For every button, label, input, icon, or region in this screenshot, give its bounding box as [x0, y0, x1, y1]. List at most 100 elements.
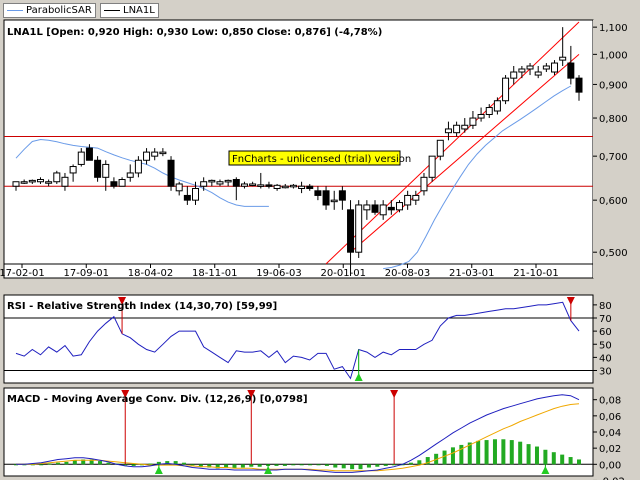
macd-histogram-bar — [509, 440, 514, 465]
candle-body — [379, 204, 387, 216]
rsi-panel — [3, 294, 594, 384]
price-xtick-label: 20-08-03 — [385, 268, 430, 279]
price-xtick-label: 21-10-01 — [513, 268, 558, 279]
price-xtick-label: 20-01-01 — [321, 268, 366, 279]
macd-histogram-bar — [459, 444, 464, 465]
macd-histogram-bar — [148, 463, 153, 465]
price-xtick-label: 17-02-01 — [0, 268, 45, 279]
rsi-layer: 80 70 60 50 40 30 — [4, 297, 612, 381]
candle-body — [224, 179, 232, 183]
legend-swatch — [7, 10, 23, 11]
macd-histogram-bar — [425, 457, 430, 465]
candle-body — [526, 65, 534, 70]
macd-chart-title: MACD - Moving Average Conv. Div. (12,26,… — [7, 394, 308, 405]
macd-histogram-bar — [165, 461, 170, 465]
macd-histogram-bar — [392, 464, 397, 466]
macd-histogram-bar — [308, 464, 313, 466]
macd-ytick-label: -0,02 — [599, 476, 625, 480]
candle-body — [151, 151, 159, 157]
candle-body — [314, 190, 322, 196]
legend-label: LNA1L — [123, 5, 155, 16]
candle-body — [469, 117, 477, 126]
macd-histogram-bar — [350, 464, 355, 470]
macd-histogram-bar — [282, 464, 287, 466]
candle-body — [371, 204, 379, 213]
macd-histogram-bar — [274, 464, 279, 466]
macd-histogram-bar — [140, 464, 145, 466]
macd-histogram-bar — [207, 464, 212, 468]
trend-channel-upper — [325, 21, 580, 265]
candle-body — [281, 185, 289, 189]
macd-ytick-label: 0,06 — [599, 412, 621, 423]
price-ytick-label: 0,600 — [599, 196, 628, 207]
candle-body — [477, 113, 485, 119]
parabolic-sar-line — [383, 85, 572, 270]
macd-histogram-bar — [375, 464, 380, 467]
candle-body — [102, 163, 110, 178]
candle-body — [338, 190, 346, 201]
watermark-box — [228, 150, 401, 166]
macd-histogram-bar — [450, 447, 455, 465]
candle-body — [355, 204, 363, 253]
candle-body — [534, 71, 542, 76]
macd-histogram-bar — [366, 464, 371, 468]
candle-body — [559, 56, 567, 61]
candle-body — [143, 151, 151, 161]
candle-body — [575, 77, 583, 93]
macd-buy-signal-marker — [264, 466, 273, 474]
rsi-ytick-label: 70 — [599, 314, 612, 325]
macd-histogram-bar — [249, 464, 254, 467]
legend-bar: ParabolicSAR LNA1L — [0, 0, 640, 20]
macd-histogram-bar — [156, 461, 161, 465]
candle-body — [61, 176, 69, 187]
macd-histogram-bar — [123, 464, 128, 466]
candle-body — [232, 179, 240, 187]
macd-histogram-bar — [64, 461, 69, 465]
candle-body — [485, 107, 493, 115]
legend-item-parabolic-sar[interactable]: ParabolicSAR — [3, 3, 96, 18]
macd-histogram-bar — [408, 462, 413, 465]
candle-body — [289, 184, 297, 188]
candle-body — [273, 184, 281, 190]
price-ytick-label: 0,800 — [599, 114, 628, 125]
candle-body — [77, 151, 85, 165]
legend-item-lna1l[interactable]: LNA1L — [100, 3, 159, 18]
macd-histogram-bar — [72, 460, 77, 465]
macd-sell-signal-marker — [390, 390, 399, 398]
candle-body — [257, 184, 265, 187]
candle-body — [518, 68, 526, 73]
candle-body — [167, 159, 175, 187]
candle-body — [85, 147, 93, 161]
macd-histogram-bar — [316, 464, 321, 466]
candle-body — [216, 181, 224, 185]
macd-histogram-bar — [501, 439, 506, 465]
macd-histogram-bar — [240, 464, 245, 468]
rsi-sell-signal-marker — [566, 297, 575, 305]
candle-body — [493, 100, 501, 112]
macd-ytick-label: 0,02 — [599, 444, 621, 455]
watermark-text: FnCharts - unlicensed (trial) version — [232, 154, 411, 165]
candle-body — [436, 139, 444, 157]
legend-label: ParabolicSAR — [26, 5, 92, 16]
rsi-chart-title: RSI - Relative Strength Index (14,30,70)… — [7, 301, 277, 312]
rsi-ytick-label: 40 — [599, 353, 612, 364]
macd-histogram-bar — [551, 452, 556, 465]
macd-histogram-bar — [299, 464, 304, 466]
macd-histogram-bar — [257, 464, 262, 467]
price-layer: 1,100 1,000 0,900 0,800 0,700 0,600 0,500 17-02… — [0, 21, 628, 279]
macd-histogram-bar — [30, 464, 35, 466]
candle-body — [45, 181, 53, 184]
macd-histogram-bar — [341, 464, 346, 469]
macd-histogram-bar — [358, 464, 363, 470]
candle-body — [567, 62, 575, 79]
macd-histogram-bar — [39, 464, 44, 466]
macd-histogram-bar — [526, 444, 531, 465]
rsi-sell-signal-marker — [118, 297, 127, 305]
candle-body — [159, 151, 167, 155]
macd-histogram-bar — [173, 461, 178, 465]
candle-body — [444, 128, 452, 134]
macd-histogram-bar — [89, 459, 94, 465]
candle-body — [126, 172, 134, 178]
candle-body — [240, 183, 248, 187]
